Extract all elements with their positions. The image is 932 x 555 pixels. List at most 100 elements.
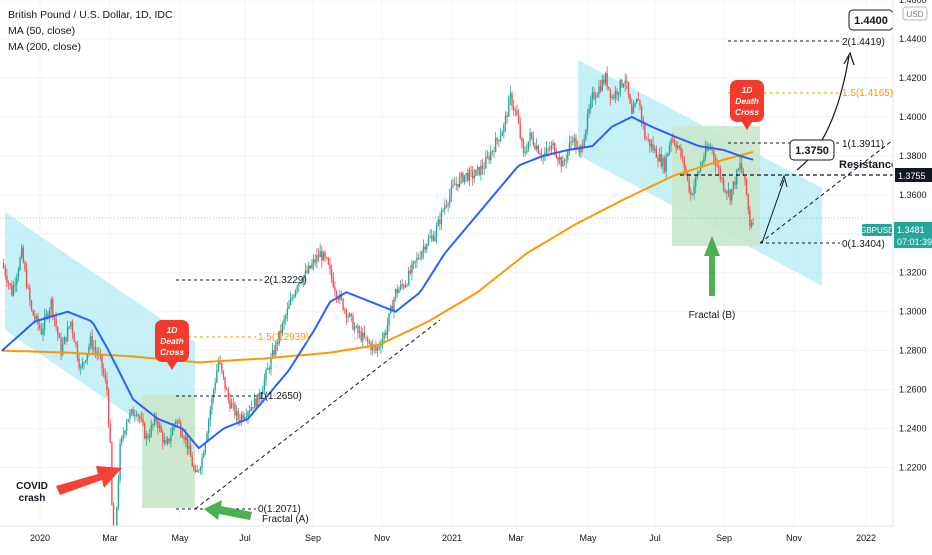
candle-body <box>519 123 521 138</box>
candle-body <box>253 398 256 409</box>
candle-body <box>175 421 177 425</box>
ma200-line <box>1 151 754 364</box>
candle-body <box>283 319 285 324</box>
candle-body <box>485 157 487 169</box>
covid-label-line1: COVID <box>16 481 48 492</box>
candle-body <box>334 287 336 292</box>
candle-body <box>716 165 718 167</box>
candle-body <box>201 457 203 468</box>
candle-body <box>445 205 448 207</box>
candle-body <box>96 351 98 355</box>
candle-body <box>412 261 415 264</box>
candle-body <box>293 296 295 298</box>
candle-body <box>252 407 254 409</box>
candle-body <box>355 326 357 328</box>
candle-body <box>726 191 728 194</box>
candle-body <box>455 183 457 185</box>
candle-body <box>125 421 128 432</box>
candle-body <box>680 147 682 157</box>
candle-body <box>396 289 398 294</box>
candle-body <box>66 327 69 341</box>
candle-body <box>488 156 490 160</box>
candle-body <box>568 142 571 152</box>
candle-body <box>463 175 466 182</box>
candle-body <box>60 337 62 355</box>
fib-15-label-b: 1.5(1.4165) <box>842 88 893 99</box>
x-tick-label: May <box>171 533 189 543</box>
candle-body <box>406 284 408 286</box>
candle-body <box>547 148 549 150</box>
candle-body <box>663 158 666 172</box>
candle-body <box>22 247 25 263</box>
candle-body <box>217 360 220 371</box>
candle-body <box>353 327 356 330</box>
candle-body <box>681 156 684 158</box>
candle-body <box>299 282 302 284</box>
candle-body <box>514 109 517 111</box>
candle-body <box>654 148 656 151</box>
candle-body <box>39 324 41 329</box>
candle-body <box>88 346 90 353</box>
candle-body <box>511 93 513 107</box>
candle-body <box>695 176 697 187</box>
candle-body <box>148 435 151 438</box>
candle-body <box>129 412 131 420</box>
candle-body <box>391 306 394 311</box>
candle-body <box>673 139 676 145</box>
candle-body <box>437 219 439 227</box>
y-tick-label: 1.3800 <box>899 151 927 161</box>
candle-body <box>588 109 590 114</box>
candle-body <box>194 469 197 473</box>
candle-body <box>509 93 512 100</box>
trendline-rising-a <box>194 319 441 510</box>
candle-body <box>285 315 287 320</box>
candle-body <box>255 398 257 407</box>
candle-body <box>273 350 275 355</box>
candle-body <box>7 282 10 284</box>
candle-body <box>11 285 13 296</box>
candle-body <box>307 265 310 273</box>
candle-body <box>242 414 244 419</box>
candle-body <box>722 179 725 190</box>
candle-body <box>73 332 75 342</box>
candle-body <box>665 156 667 172</box>
candle-body <box>713 150 715 159</box>
candle-body <box>106 379 108 391</box>
candle-body <box>140 418 143 420</box>
candle-body <box>478 166 480 176</box>
candle-body <box>685 167 687 174</box>
candle-body <box>645 138 648 140</box>
candle-body <box>127 419 129 422</box>
covid-arrow <box>56 466 122 495</box>
candle-body <box>491 150 494 153</box>
candle-body <box>157 420 159 429</box>
candle-body <box>199 467 202 471</box>
candle-body <box>598 86 600 95</box>
x-tick-label: May <box>579 533 597 543</box>
death-cross-badge-b-line2: Death <box>735 96 759 106</box>
candle-body <box>717 166 720 169</box>
candle-body <box>649 139 651 147</box>
candle-body <box>58 334 61 338</box>
candle-body <box>266 368 269 370</box>
candle-body <box>504 115 507 125</box>
candle-body <box>706 147 708 150</box>
candle-body <box>166 438 169 444</box>
death-cross-badge-a-line3: Cross <box>160 347 184 357</box>
candle-body <box>270 357 272 370</box>
candle-body <box>432 235 435 241</box>
candle-body <box>749 209 751 227</box>
fib-15-label-a: 1.5(1.2939) <box>258 332 309 343</box>
fib-1-label-b: 1(1.3911) <box>842 139 884 150</box>
x-tick-label: Jul <box>649 533 661 543</box>
countdown-text: 07:01:39 <box>897 237 932 247</box>
fractal-b-label: Fractal (B) <box>689 310 736 321</box>
candle-body <box>703 157 705 163</box>
candle-body <box>24 262 26 270</box>
candle-body <box>434 236 436 241</box>
candle-body <box>332 277 334 288</box>
resistance-label: Resistance <box>839 159 897 171</box>
resistance-price-text: 1.3755 <box>898 171 926 181</box>
candle-body <box>280 330 282 334</box>
candle-body <box>240 414 243 422</box>
